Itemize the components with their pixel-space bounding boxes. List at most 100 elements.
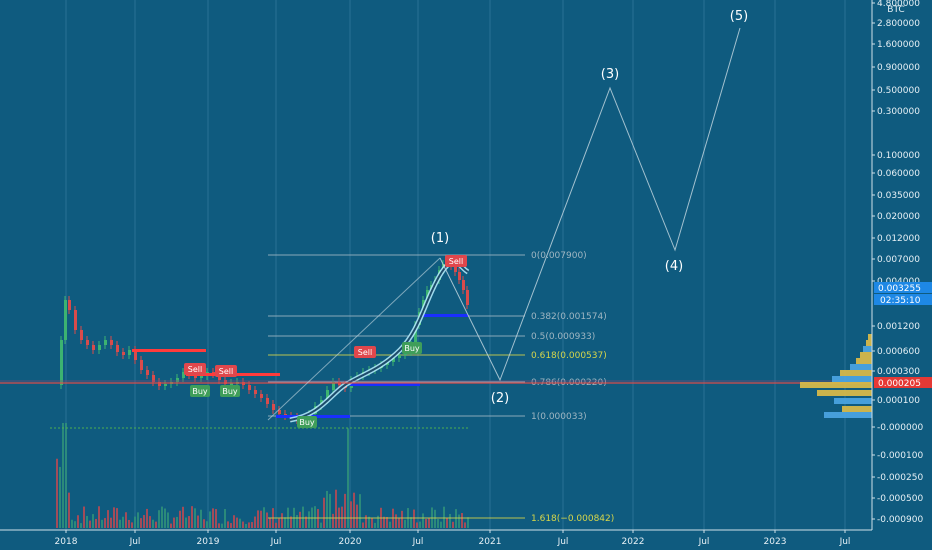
volume-bar — [248, 522, 250, 528]
volume-bar — [296, 515, 298, 528]
y-tick-label: 0.000100 — [877, 396, 920, 406]
volume-bar — [128, 519, 130, 528]
volume-bar — [194, 508, 196, 528]
y-tick-label: 0.300000 — [877, 107, 920, 117]
volume-bar — [113, 507, 115, 528]
volume-bar — [230, 523, 232, 528]
volume-profile-bar — [868, 334, 872, 340]
signal-badge-sell — [184, 363, 206, 375]
volume-bar — [353, 492, 355, 528]
signal-badge-buy — [297, 416, 317, 428]
volume-bar — [101, 519, 103, 528]
volume-bar — [131, 522, 133, 528]
candle-body — [466, 290, 469, 305]
volume-bar — [308, 511, 310, 528]
candle-body — [74, 310, 77, 330]
x-tick-label: 2023 — [764, 537, 787, 547]
volume-bar — [344, 493, 346, 528]
countdown-badge — [874, 294, 932, 305]
volume-bar — [341, 506, 343, 528]
volume-bar — [416, 522, 418, 528]
candle-body — [260, 394, 263, 398]
volume-bar — [233, 515, 235, 528]
volume-bar — [92, 514, 94, 528]
volume-bar — [362, 522, 364, 528]
volume-bar — [149, 516, 151, 528]
volume-bar — [314, 506, 316, 528]
volume-bar — [383, 516, 385, 528]
volume-bar — [185, 517, 187, 528]
candle-body — [110, 340, 113, 345]
volume-bar — [281, 513, 283, 528]
y-tick-label: 0.007000 — [877, 255, 920, 265]
volume-bar — [104, 518, 106, 528]
volume-bar — [410, 517, 412, 528]
signal-badge-buy — [220, 385, 240, 397]
trade-signals: Sell Sell Buy Buy Buy Sell Buy Sell — [184, 255, 467, 428]
volume-bar — [395, 514, 397, 528]
volume-bar — [437, 519, 439, 528]
volume-bar — [242, 521, 244, 528]
candle-body — [116, 345, 119, 352]
volume-bar — [245, 523, 247, 528]
wave-path — [439, 27, 741, 382]
candle-body — [326, 390, 329, 400]
countdown-text: 02:35:10 — [880, 296, 921, 306]
volume-bar — [251, 522, 253, 528]
x-tick-label: Jul — [412, 537, 424, 547]
volume-bar — [368, 516, 370, 528]
signal-label: Buy — [299, 418, 315, 427]
volume-bar — [425, 519, 427, 528]
volume-bar — [134, 516, 136, 528]
y-tick-label: 0.500000 — [877, 86, 920, 96]
volume-bar — [374, 522, 376, 528]
volume-bar — [371, 518, 373, 528]
volume-bar — [266, 512, 268, 528]
volume-bar — [74, 521, 76, 528]
volume-bar — [413, 509, 415, 528]
y-tick-label: 0.000600 — [877, 347, 920, 357]
candle-body — [462, 280, 465, 290]
volume-bar — [65, 423, 67, 528]
x-axis[interactable]: 2018 Jul 2019 Jul 2020 Jul 2021 Jul 2022 Jul 2023 J… — [0, 529, 872, 547]
signal-label: Sell — [449, 257, 463, 266]
candle-body — [68, 300, 71, 310]
volume-bar — [320, 522, 322, 528]
volume-bar — [98, 506, 100, 528]
y-tick-label: -0.000100 — [877, 451, 923, 461]
volume-bar — [254, 516, 256, 528]
volume-bar — [386, 516, 388, 528]
y-tick-label: -0.000500 — [877, 494, 923, 504]
volume-bar — [227, 521, 229, 528]
volume-bar — [188, 516, 190, 528]
volume-bar — [203, 519, 205, 528]
volume-bar — [86, 516, 88, 528]
y-tick-label: -0.000000 — [877, 423, 923, 433]
candle-body — [414, 325, 417, 345]
volume-bar — [356, 504, 358, 528]
volume-bar — [329, 493, 331, 528]
y-tick-label: 0.060000 — [877, 169, 920, 179]
volume-bar — [125, 512, 127, 528]
volume-profile-bar — [866, 340, 872, 346]
volume-bar — [59, 466, 61, 528]
volume-bar — [359, 494, 361, 528]
volume-bar — [215, 509, 217, 528]
candle-body — [230, 383, 233, 385]
reference-price-text: 0.000205 — [878, 379, 921, 389]
candle-body — [248, 385, 251, 390]
candle-body — [272, 404, 275, 410]
candle-body — [200, 376, 203, 378]
volume-bar — [236, 517, 238, 528]
candle-body — [146, 370, 149, 375]
volume-profile-bar — [860, 352, 872, 358]
x-tick-label: Jul — [698, 537, 710, 547]
candle-body — [158, 382, 161, 386]
volume-bar — [452, 521, 454, 528]
resistance-zone — [132, 349, 206, 352]
volume-bar — [434, 509, 436, 528]
y-tick-label: -0.000900 — [877, 515, 923, 525]
